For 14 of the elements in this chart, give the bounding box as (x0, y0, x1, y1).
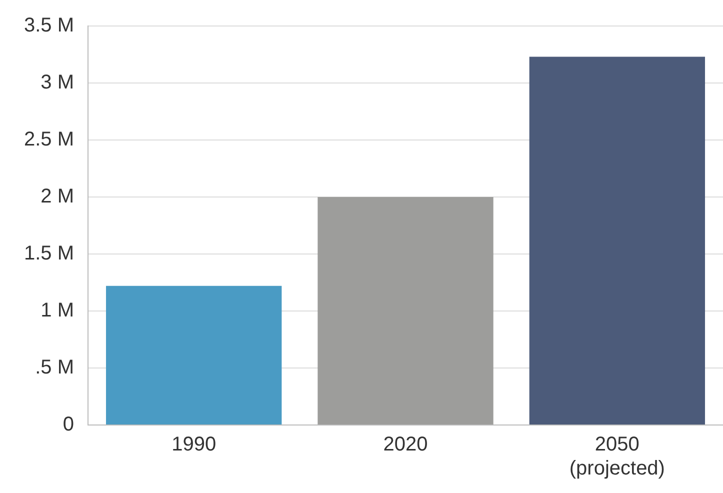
y-tick-label: 3.5 M (24, 14, 74, 37)
y-tick-label: 0 (62, 414, 74, 436)
y-tick-label: 1 M (40, 300, 74, 322)
y-tick-label: .5 M (35, 356, 74, 379)
bar (529, 56, 706, 424)
x-tick-label: 2050 (projected) (569, 434, 665, 480)
x-tick-label: 1990 (172, 434, 216, 456)
y-tick-label: 2.5 M (24, 128, 74, 151)
y-tick-label: 1.5 M (24, 242, 74, 265)
x-tick-label: 2020 (383, 434, 428, 456)
y-tick-label: 2 M (40, 186, 74, 208)
y-tick-label: 3 M (40, 72, 74, 94)
bar (318, 197, 494, 424)
bar (106, 286, 282, 424)
